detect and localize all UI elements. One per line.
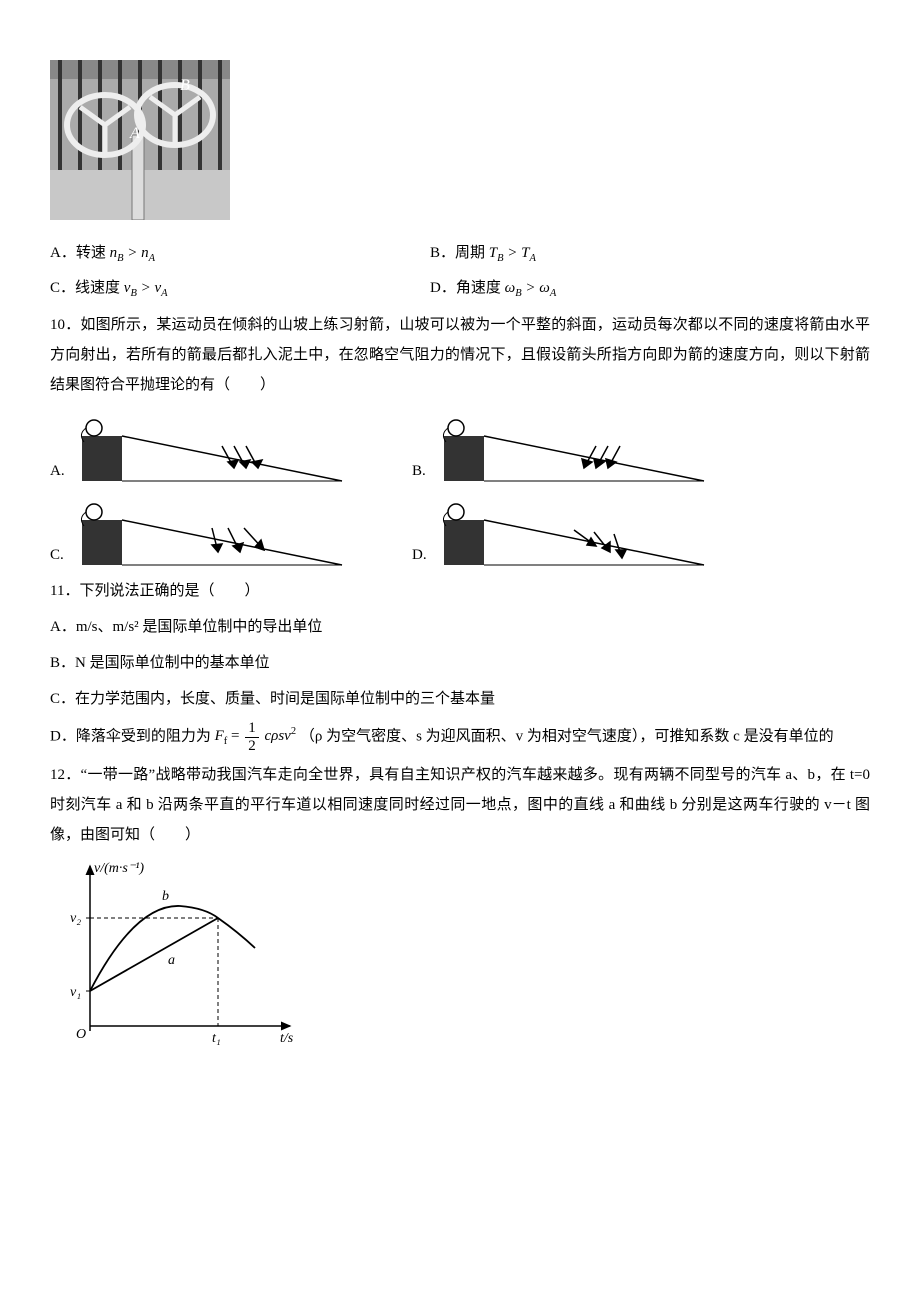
q10-label-b: B. (412, 456, 434, 486)
q9-option-c: C．线速度 vB > vA (50, 273, 430, 304)
x-axis-label: t/s (280, 1031, 294, 1046)
q9-options-row2: C．线速度 vB > vA D．角速度 ωB > ωA (50, 273, 870, 304)
q11-optD-formula: Ff = 12 cρsv2 (215, 728, 300, 744)
q12-vt-chart: v/(m·s⁻¹) t/s O v₁ v₂ t₁ a b (50, 856, 310, 1056)
label-b: B (180, 77, 190, 94)
q10-diagram-a (72, 406, 352, 486)
series-a-label: a (168, 953, 175, 968)
photo-svg: A B (50, 60, 230, 220)
q12-stem: 12．“一带一路”战略带动我国汽车走向全世界，具有自主知识产权的汽车越来越多。现… (50, 760, 870, 850)
q10-diagram-b (434, 406, 714, 486)
origin-label: O (76, 1027, 86, 1042)
q9-optB-math: TB > TA (489, 245, 536, 261)
v2-label: v₂ (70, 911, 81, 926)
q10-stem: 10．如图所示，某运动员在倾斜的山坡上练习射箭，山坡可以被为一个平整的斜面，运动… (50, 310, 870, 400)
q10-row-cd: C. D. (50, 490, 870, 570)
q10-diagram-c (72, 490, 352, 570)
q11-optA: A．m/s、m/s² 是国际单位制中的导出单位 (50, 612, 870, 642)
v1-label: v₁ (70, 985, 81, 1000)
q10-row-ab: A. B. (50, 406, 870, 486)
q9-option-d: D．角速度 ωB > ωA (430, 273, 870, 304)
q10-label-d: D. (412, 540, 434, 570)
q9-optA-prefix: A．转速 (50, 245, 110, 261)
q10-label-c: C. (50, 540, 72, 570)
series-b-label: b (162, 889, 169, 904)
label-a: A (129, 125, 140, 142)
q9-optA-math: nB > nA (110, 245, 155, 261)
y-axis-label: v/(m·s⁻¹) (94, 861, 144, 876)
q11-optD: D．降落伞受到的阻力为 Ff = 12 cρsv2 （ρ 为空气密度、s 为迎风… (50, 720, 870, 754)
q10-diagram-d (434, 490, 714, 570)
q9-option-b: B．周期 TB > TA (430, 238, 870, 269)
q9-option-a: A．转速 nB > nA (50, 238, 430, 269)
q11-optC: C．在力学范围内，长度、质量、时间是国际单位制中的三个基本量 (50, 684, 870, 714)
q11-optB: B．N 是国际单位制中的基本单位 (50, 648, 870, 678)
exercise-equipment-photo: A B (50, 60, 230, 220)
q9-optB-prefix: B．周期 (430, 245, 489, 261)
q10-label-a: A. (50, 456, 72, 486)
t1-label: t₁ (212, 1031, 221, 1046)
q9-optC-prefix: C．线速度 (50, 280, 124, 296)
q9-optC-math: vB > vA (124, 280, 168, 296)
q9-optD-prefix: D．角速度 (430, 280, 505, 296)
q11-optD-prefix: D．降落伞受到的阻力为 (50, 728, 215, 744)
q11-optD-suffix: （ρ 为空气密度、s 为迎风面积、v 为相对空气速度），可推知系数 c 是没有单… (300, 728, 834, 744)
q9-optD-math: ωB > ωA (505, 280, 557, 296)
q9-options-row1: A．转速 nB > nA B．周期 TB > TA (50, 238, 870, 269)
q11-stem: 11．下列说法正确的是（ ） (50, 576, 870, 606)
